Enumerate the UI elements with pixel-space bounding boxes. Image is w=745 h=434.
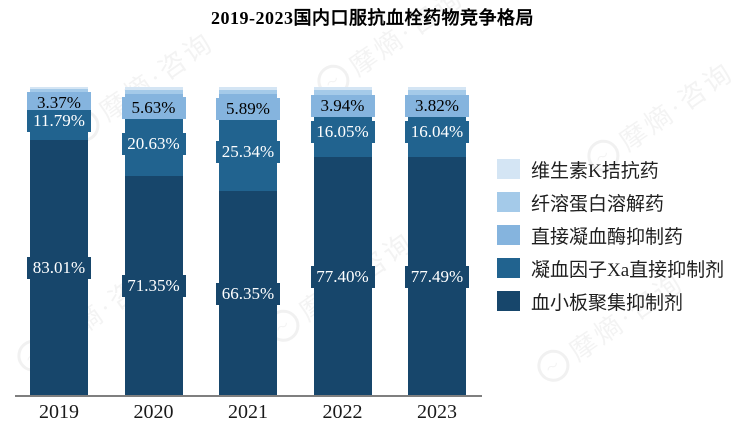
bar-segment <box>30 89 88 93</box>
bar-2023: 3.82% 16.04% 77.49% <box>405 87 469 397</box>
bar-label-2023: 16.04% <box>405 120 469 143</box>
legend-item: 凝血因子Xa直接抑制剂 <box>497 258 724 281</box>
bar-segment <box>313 87 372 91</box>
bar-label-2020: 71.35% <box>121 275 186 298</box>
legend-item: 维生素K拮抗药 <box>497 159 724 182</box>
legend-label: 凝血因子Xa直接抑制剂 <box>531 259 725 281</box>
plot-area: 3.37% 11.79% 83.01% 5.63% 20.63% 71.35% 5.89% 2… <box>12 87 490 432</box>
legend-swatch <box>497 159 520 179</box>
x-axis-label-2023: 2023 <box>417 401 457 423</box>
chart-title: 2019-2023国内口服抗血栓药物竞争格局 <box>211 8 534 28</box>
x-axis-line <box>15 395 482 397</box>
legend-item: 血小板聚集抑制剂 <box>497 291 724 314</box>
bar-label-2021: 5.89% <box>216 97 280 120</box>
bar-label-2021: 25.34% <box>216 141 280 164</box>
x-axis-label-2021: 2021 <box>228 401 268 423</box>
bar-label-2020: 20.63% <box>121 132 186 155</box>
legend-item: 直接凝血酶抑制药 <box>497 225 724 248</box>
bar-label-2019: 11.79% <box>27 110 91 133</box>
legend-label: 血小板聚集抑制剂 <box>531 292 684 314</box>
x-axis-label-2020: 2020 <box>133 401 174 423</box>
bar-label-2023: 77.49% <box>405 265 469 288</box>
x-axis-label-2022: 2022 <box>322 401 363 423</box>
bar-2022: 3.94% 16.05% 77.40% <box>310 87 375 397</box>
bar-2019: 3.37% 11.79% 83.01% <box>27 87 91 397</box>
legend-label: 纤溶蛋白溶解药 <box>531 193 665 215</box>
bar-label-2022: 77.40% <box>310 266 375 289</box>
legend-swatch <box>497 192 520 212</box>
legend-swatch <box>497 225 520 245</box>
bar-segment <box>408 87 466 91</box>
bar-segment <box>124 87 183 90</box>
bar-2020: 5.63% 20.63% 71.35% <box>121 87 186 397</box>
watermark-text: 摩熵·咨询 <box>613 56 740 158</box>
bar-label-2023: 3.82% <box>405 95 469 118</box>
bar-segment <box>313 90 372 96</box>
bar-label-2022: 16.05% <box>310 121 375 144</box>
legend-swatch <box>497 291 520 311</box>
bar-segment <box>219 90 277 95</box>
bar-label-2019: 3.37% <box>27 91 91 114</box>
bar-2021: 5.89% 25.34% 66.35% <box>216 87 280 397</box>
bar-segment <box>124 89 183 95</box>
bar-segment <box>219 87 277 90</box>
watermark-logo-icon: 〜 <box>530 343 576 388</box>
bar-segment <box>408 90 466 96</box>
bar-label-2020: 5.63% <box>121 97 186 120</box>
legend-swatch <box>497 258 520 278</box>
bar-label-2022: 3.94% <box>310 95 375 118</box>
legend: 维生素K拮抗药 纤溶蛋白溶解药 直接凝血酶抑制药凝血因子Xa直接抑制剂 血小板聚集抑制… <box>497 159 724 324</box>
legend-label: 直接凝血酶抑制药 <box>531 226 684 248</box>
bar-segment <box>30 87 88 90</box>
bar-label-2021: 66.35% <box>216 283 280 306</box>
legend-label: 维生素K拮抗药 <box>531 160 659 182</box>
bar-label-2019: 83.01% <box>27 257 91 280</box>
legend-item: 纤溶蛋白溶解药 <box>497 192 724 215</box>
x-axis-label-2019: 2019 <box>39 401 79 423</box>
